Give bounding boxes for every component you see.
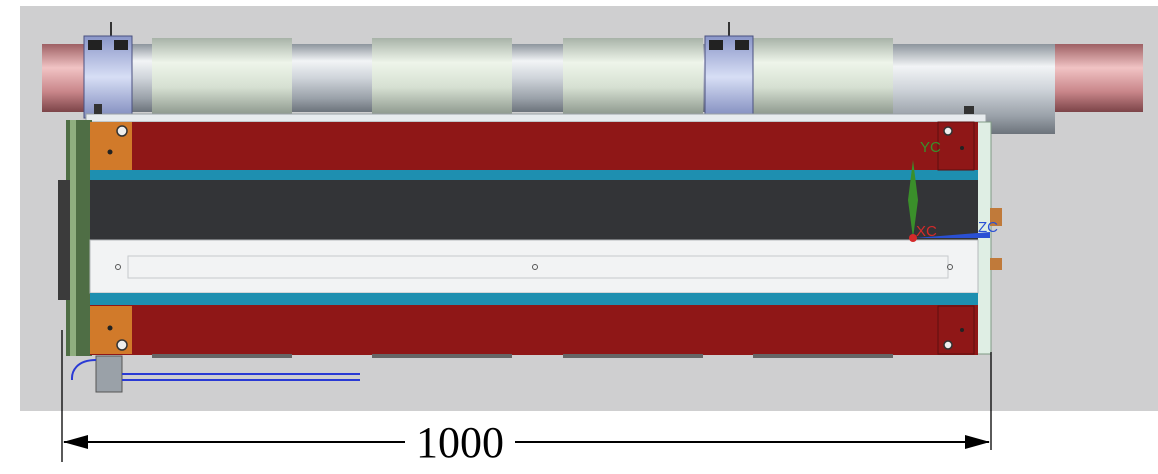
pipe-segment-1 xyxy=(152,38,292,120)
dimension-annotation xyxy=(61,330,992,462)
housing-lower xyxy=(90,305,978,355)
pipe-assembly xyxy=(42,22,1143,134)
y-axis-label: YC xyxy=(920,139,941,156)
connector xyxy=(71,355,360,393)
pipe-segment-3 xyxy=(563,38,703,120)
x-axis-label: XC xyxy=(916,223,937,240)
cover-plate xyxy=(89,239,979,294)
clamp-right xyxy=(704,22,754,119)
z-axis-arrow xyxy=(915,232,990,238)
axis-triad: YC XC ZC xyxy=(908,139,998,242)
arrowhead-right xyxy=(965,435,990,449)
dimension-value: 1000 xyxy=(405,418,515,468)
z-axis-label: ZC xyxy=(978,219,998,236)
housing xyxy=(58,104,1002,358)
xc-origin xyxy=(909,234,917,242)
pipe-segment-4 xyxy=(753,38,893,120)
pipe-segment-2 xyxy=(372,38,512,120)
stripe-lower xyxy=(90,293,978,305)
arrowhead-left xyxy=(63,435,88,449)
clamp-left xyxy=(83,22,133,119)
stripe-upper xyxy=(90,170,978,180)
y-axis-arrow xyxy=(908,160,918,238)
pipe-right-end xyxy=(1055,44,1143,112)
core xyxy=(90,180,978,240)
housing-upper xyxy=(90,122,978,170)
